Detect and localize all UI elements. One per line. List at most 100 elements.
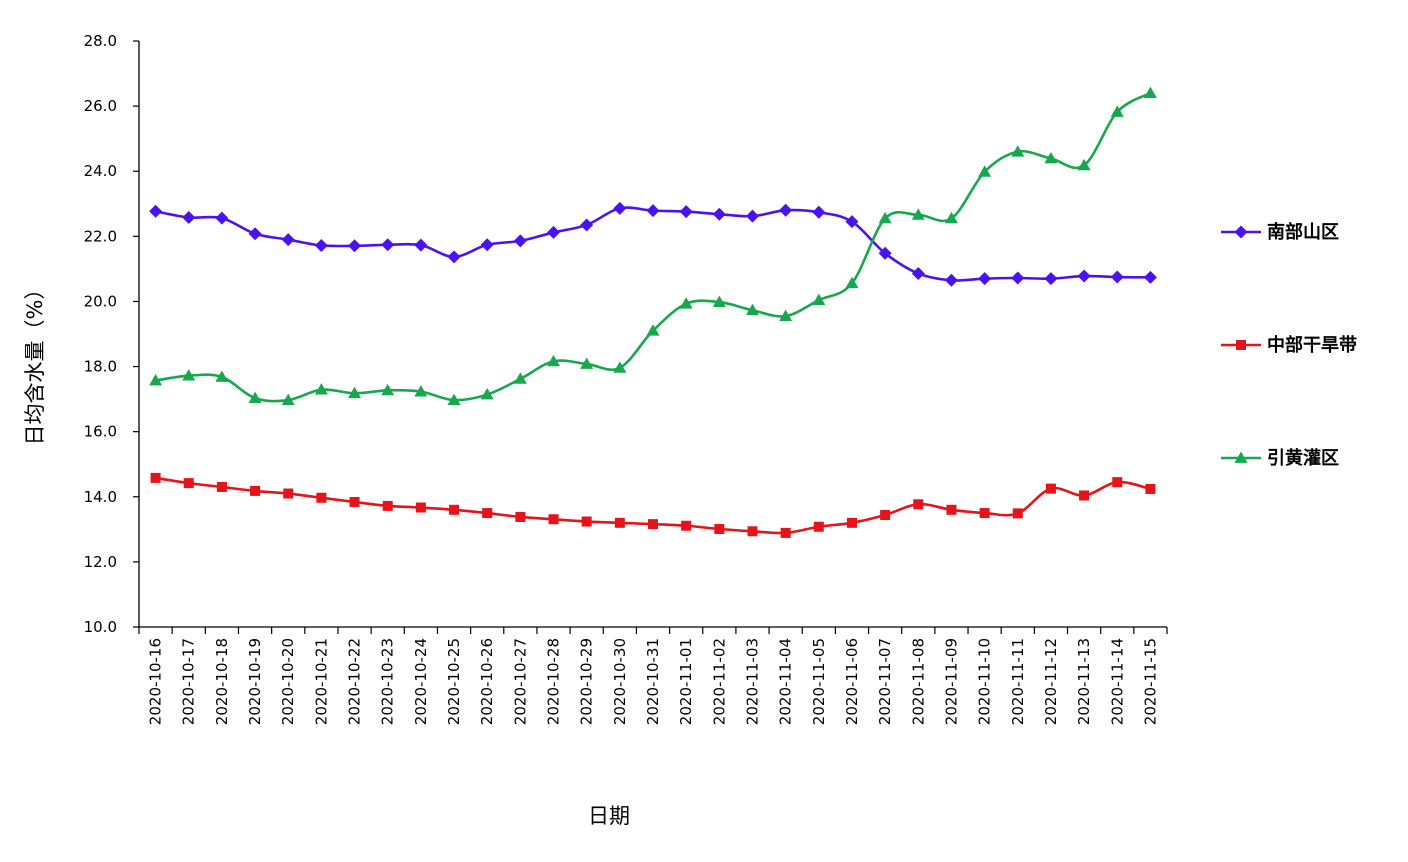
- data-point-series-1: [978, 272, 992, 286]
- data-point-series-2: [316, 492, 327, 503]
- data-point-series-1: [149, 204, 163, 218]
- data-point-series-1: [1110, 270, 1124, 284]
- data-point-series-2: [183, 478, 194, 489]
- data-point-series-1: [414, 238, 428, 252]
- axes: [138, 41, 1167, 628]
- data-point-series-2: [681, 520, 692, 531]
- x-tick-label: 2020-11-12: [1042, 638, 1060, 725]
- data-point-series-1: [613, 201, 627, 215]
- x-tick-label: 2020-11-04: [777, 638, 795, 725]
- data-point-series-1: [381, 238, 395, 252]
- data-point-series-2: [515, 511, 526, 522]
- data-point-series-3: [480, 388, 494, 400]
- data-point-series-1: [944, 273, 958, 287]
- x-axis-ticks: 2020-10-16 2020-10-17 2020-10-18 2020-10-19…: [138, 627, 1168, 725]
- y-tick-label: 16.0: [84, 423, 117, 441]
- x-tick-label: 2020-10-17: [180, 638, 198, 725]
- x-tick-label: 2020-11-05: [810, 638, 828, 725]
- data-point-series-2: [780, 527, 791, 538]
- x-tick-label: 2020-10-16: [147, 638, 165, 725]
- data-point-series-3: [348, 386, 362, 399]
- data-point-series-3: [215, 370, 229, 382]
- data-point-series-3: [381, 383, 395, 396]
- data-point-series-2: [1112, 477, 1123, 488]
- series-markers: [149, 86, 1157, 538]
- data-point-series-2: [382, 500, 393, 511]
- y-tick-label: 14.0: [84, 488, 117, 506]
- data-point-series-3: [911, 208, 925, 220]
- data-point-series-1: [547, 225, 561, 239]
- data-point-series-3: [779, 309, 793, 321]
- data-point-series-2: [1079, 490, 1090, 501]
- data-point-series-2: [979, 508, 990, 519]
- x-tick-label: 2020-11-13: [1075, 638, 1093, 725]
- data-point-series-1: [281, 233, 295, 247]
- x-tick-label: 2020-10-18: [213, 638, 231, 725]
- legend-label: 引黄灌区: [1267, 447, 1339, 469]
- y-tick-label: 12.0: [84, 553, 117, 571]
- data-point-series-1: [812, 205, 826, 219]
- data-point-series-3: [613, 361, 627, 373]
- legend-marker: [1236, 340, 1246, 350]
- x-tick-label: 2020-11-09: [942, 638, 960, 725]
- x-tick-label: 2020-11-02: [710, 638, 728, 725]
- data-point-series-3: [182, 369, 196, 381]
- data-point-series-3: [248, 391, 262, 404]
- y-axis-ticks: 10.0 12.0 14.0 16.0 18.0 20.0 22.0 24.0 26.0 28.0: [84, 32, 139, 636]
- data-point-series-1: [712, 207, 726, 221]
- data-point-series-1: [348, 239, 362, 253]
- data-point-series-1: [1011, 271, 1025, 285]
- data-point-series-2: [648, 519, 658, 530]
- y-tick-label: 18.0: [84, 358, 117, 376]
- data-point-series-1: [779, 203, 793, 217]
- data-point-series-2: [614, 517, 625, 528]
- y-tick-label: 20.0: [84, 292, 117, 310]
- x-tick-label: 2020-10-23: [379, 638, 397, 725]
- data-point-series-1: [679, 205, 693, 219]
- data-point-series-1: [215, 211, 229, 225]
- data-point-series-3: [314, 383, 328, 395]
- series-line-3: [155, 91, 1152, 403]
- data-point-series-3: [149, 374, 163, 386]
- data-point-series-3: [1143, 86, 1157, 98]
- data-point-series-2: [747, 526, 758, 537]
- data-point-series-3: [1044, 152, 1058, 164]
- data-point-series-3: [978, 165, 992, 177]
- x-tick-label: 2020-10-26: [478, 638, 496, 725]
- x-tick-label: 2020-10-30: [611, 638, 629, 725]
- data-point-series-1: [580, 218, 594, 232]
- data-point-series-1: [1044, 272, 1058, 286]
- x-tick-label: 2020-10-29: [578, 638, 596, 725]
- data-point-series-2: [449, 504, 460, 515]
- data-point-series-1: [646, 204, 660, 218]
- y-tick-label: 10.0: [84, 618, 117, 636]
- data-point-series-2: [216, 482, 227, 493]
- data-point-series-1: [878, 246, 892, 260]
- data-point-series-2: [946, 504, 957, 515]
- legend-item-2: 中部干旱带: [1221, 334, 1357, 356]
- data-point-series-3: [646, 324, 660, 336]
- x-tick-label: 2020-11-08: [909, 638, 927, 725]
- data-point-series-3: [745, 303, 759, 316]
- data-point-series-3: [1077, 158, 1091, 171]
- data-point-series-3: [1110, 105, 1124, 117]
- x-axis-title: 日期: [588, 804, 630, 828]
- data-point-series-3: [1011, 145, 1025, 157]
- data-point-series-2: [415, 502, 426, 513]
- data-point-series-2: [846, 517, 857, 528]
- data-point-series-2: [714, 524, 725, 535]
- x-tick-label: 2020-10-21: [312, 638, 330, 725]
- y-tick-label: 24.0: [84, 162, 117, 180]
- x-tick-label: 2020-11-07: [876, 638, 894, 725]
- data-point-series-1: [513, 234, 527, 248]
- data-point-series-2: [813, 521, 824, 532]
- series-lines: [155, 91, 1152, 535]
- x-tick-label: 2020-10-27: [511, 638, 529, 725]
- data-point-series-2: [581, 516, 592, 527]
- x-tick-label: 2020-10-22: [346, 638, 364, 725]
- data-point-series-1: [447, 250, 461, 264]
- data-point-series-1: [314, 238, 328, 252]
- data-point-series-2: [548, 514, 559, 525]
- data-point-series-2: [150, 472, 161, 483]
- legend-item-1: 南部山区: [1221, 221, 1339, 243]
